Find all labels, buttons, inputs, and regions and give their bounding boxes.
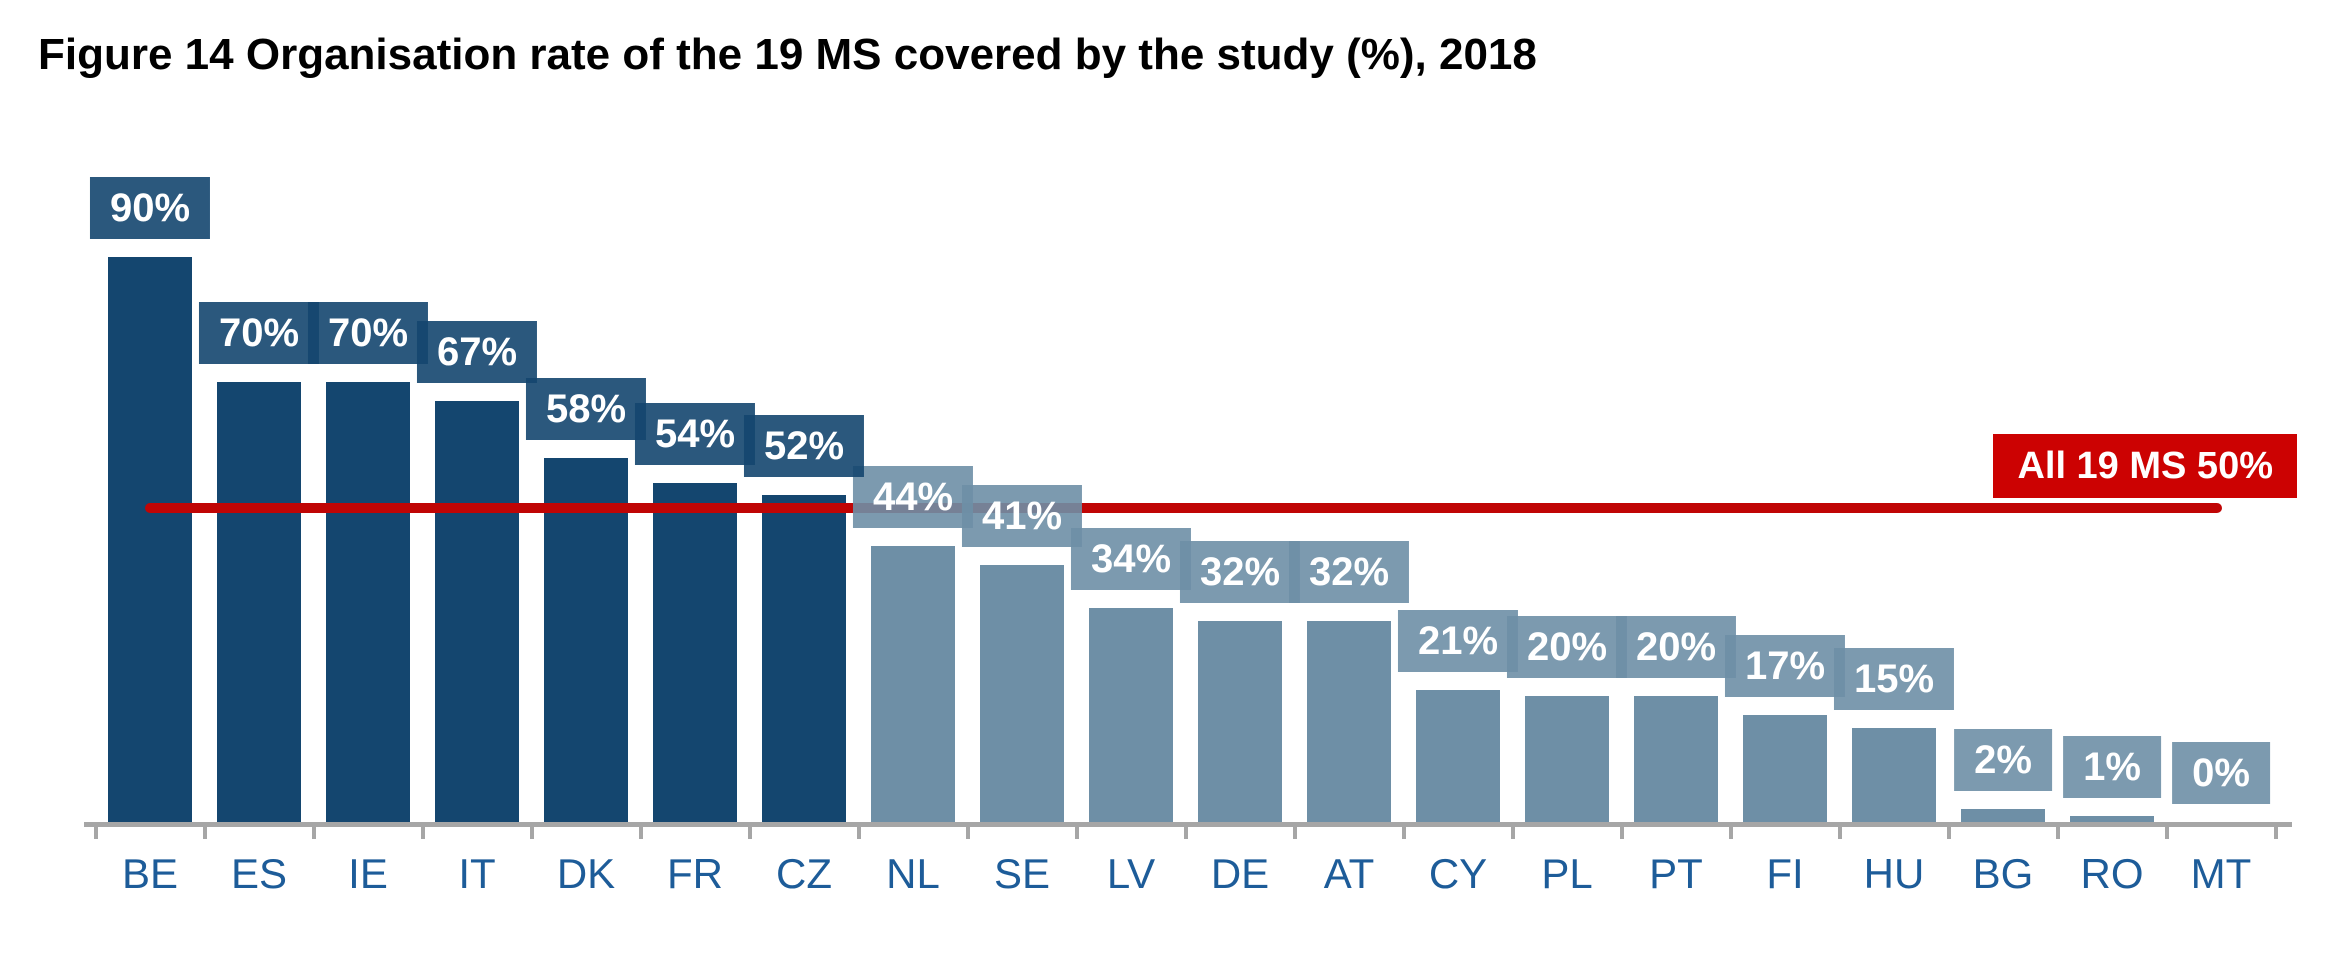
- x-label-CZ: CZ: [776, 850, 832, 897]
- value-label-DK: 58%: [525, 377, 647, 440]
- x-axis-tick-5: [638, 822, 643, 839]
- bar-IE: [326, 382, 410, 822]
- x-axis-tick-2: [311, 822, 316, 839]
- value-label-CZ: 52%: [743, 415, 865, 478]
- x-label-DE: DE: [1210, 850, 1270, 897]
- bar-BG: [1961, 809, 2045, 822]
- value-label-PL: 20%: [1506, 616, 1628, 679]
- value-label-LV: 34%: [1070, 528, 1192, 591]
- x-label-NL: NL: [886, 850, 940, 897]
- bar-FR: [653, 482, 737, 822]
- x-axis-tick-10: [1183, 822, 1188, 839]
- bar-BE: [108, 256, 192, 822]
- x-label-DK: DK: [556, 850, 616, 897]
- bar-NL: [871, 545, 955, 822]
- bar-LV: [1089, 608, 1173, 822]
- x-axis-tick-19: [2164, 822, 2169, 839]
- x-label-SE: SE: [993, 850, 1051, 897]
- reference-line-label: All 19 MS 50%: [1993, 434, 2297, 498]
- bar-SE: [980, 564, 1064, 822]
- x-axis-tick-1: [202, 822, 207, 839]
- value-label-HU: 15%: [1833, 647, 1955, 710]
- bar-DE: [1198, 621, 1282, 822]
- x-label-FR: FR: [667, 850, 723, 897]
- x-axis-tick-4: [529, 822, 534, 839]
- x-axis-tick-18: [2055, 822, 2060, 839]
- x-axis-tick-12: [1401, 822, 1406, 839]
- bar-PL: [1525, 696, 1609, 822]
- value-label-NL: 44%: [852, 465, 974, 528]
- x-axis-tick-16: [1837, 822, 1842, 839]
- x-axis-tick-13: [1510, 822, 1515, 839]
- bar-ES: [217, 382, 301, 822]
- x-axis-tick-20: [2273, 822, 2278, 839]
- x-axis-tick-6: [747, 822, 752, 839]
- x-label-AT: AT: [1323, 850, 1375, 897]
- value-label-FI: 17%: [1724, 635, 1846, 698]
- bar-RO: [2070, 815, 2154, 822]
- value-label-ES: 70%: [198, 302, 320, 365]
- value-label-IE: 70%: [307, 302, 429, 365]
- value-label-FR: 54%: [634, 402, 756, 465]
- x-axis-tick-15: [1728, 822, 1733, 839]
- x-axis-tick-3: [420, 822, 425, 839]
- x-label-HU: HU: [1863, 850, 1925, 897]
- bar-IT: [435, 401, 519, 822]
- x-label-IE: IE: [348, 850, 388, 897]
- bar-CY: [1416, 690, 1500, 822]
- x-label-IT: IT: [458, 850, 496, 897]
- x-axis-tick-17: [1946, 822, 1951, 839]
- reference-line: [145, 503, 2222, 513]
- x-axis-line: [84, 822, 2292, 827]
- value-label-AT: 32%: [1288, 541, 1410, 604]
- x-axis-tick-11: [1292, 822, 1297, 839]
- x-axis-tick-7: [856, 822, 861, 839]
- x-label-BG: BG: [1972, 850, 2034, 897]
- value-label-PT: 20%: [1615, 616, 1737, 679]
- x-label-PL: PL: [1541, 850, 1593, 897]
- value-label-DE: 32%: [1179, 541, 1301, 604]
- x-label-CY: CY: [1428, 850, 1488, 897]
- x-label-BE: BE: [121, 850, 179, 897]
- x-label-PT: PT: [1649, 850, 1703, 897]
- value-label-BG: 2%: [1954, 729, 2052, 792]
- x-axis-tick-8: [965, 822, 970, 839]
- bar-FI: [1743, 715, 1827, 822]
- value-label-IT: 67%: [416, 321, 538, 384]
- bar-HU: [1852, 727, 1936, 822]
- x-label-MT: MT: [2190, 850, 2252, 897]
- value-label-SE: 41%: [961, 484, 1083, 547]
- value-label-RO: 1%: [2063, 735, 2161, 798]
- value-label-BE: 90%: [89, 176, 211, 239]
- x-label-ES: ES: [230, 850, 288, 897]
- x-axis-tick-14: [1619, 822, 1624, 839]
- x-label-FI: FI: [1766, 850, 1804, 897]
- x-label-LV: LV: [1106, 850, 1156, 897]
- value-label-MT: 0%: [2172, 742, 2270, 804]
- figure-title: Figure 14 Organisation rate of the 19 MS…: [38, 30, 1537, 79]
- bar-CZ: [762, 495, 846, 822]
- bar-AT: [1307, 621, 1391, 822]
- x-axis-tick-9: [1074, 822, 1079, 839]
- x-axis-tick-0: [93, 822, 98, 839]
- x-label-RO: RO: [2080, 850, 2144, 897]
- bar-DK: [544, 457, 628, 822]
- value-label-CY: 21%: [1397, 610, 1519, 673]
- bar-PT: [1634, 696, 1718, 822]
